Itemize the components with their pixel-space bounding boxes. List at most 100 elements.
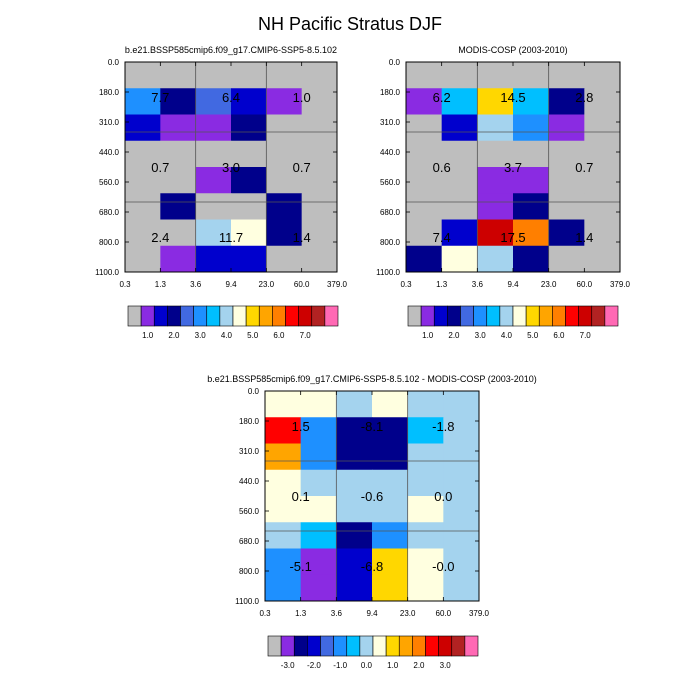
heatmap-cell bbox=[443, 574, 480, 602]
heatmap-cell bbox=[195, 114, 232, 142]
colorbar-label: -2.0 bbox=[307, 661, 321, 670]
heatmap-cell bbox=[584, 140, 621, 168]
x-tick-label: 3.6 bbox=[472, 280, 484, 289]
heatmap-cell bbox=[372, 391, 409, 418]
y-tick-label: 800.0 bbox=[99, 238, 120, 247]
heatmap-cell bbox=[513, 245, 550, 273]
colorbar-swatch bbox=[346, 635, 361, 657]
cell-value-label: 3.7 bbox=[504, 160, 522, 175]
colorbar-label: 6.0 bbox=[553, 331, 565, 340]
colorbar-label: 7.0 bbox=[300, 331, 312, 340]
heatmap-cell bbox=[407, 469, 444, 497]
heatmap-cell bbox=[300, 574, 337, 602]
colorbar-label: 3.0 bbox=[195, 331, 207, 340]
heatmap-cell bbox=[125, 62, 161, 89]
heatmap-cell bbox=[406, 245, 443, 273]
heatmap-cell bbox=[584, 167, 621, 194]
x-tick-label: 23.0 bbox=[400, 609, 416, 618]
heatmap-cell bbox=[301, 114, 338, 142]
x-tick-label: 60.0 bbox=[436, 609, 452, 618]
cell-value-label: -5.1 bbox=[289, 559, 311, 574]
heatmap-cell bbox=[336, 391, 373, 418]
heatmap-cell bbox=[477, 245, 514, 273]
y-tick-label: 310.0 bbox=[380, 118, 401, 127]
heatmap-cell bbox=[406, 114, 443, 142]
panel-model: b.e21.BSSP585cmip6.f09_g17.CMIP6-SSP5-8.… bbox=[95, 45, 347, 289]
heatmap-cell bbox=[160, 219, 197, 247]
heatmap-cell bbox=[407, 443, 444, 471]
colorbar-model: 1.0 2.0 3.0 4.0 5.0 6.0 7.0 bbox=[127, 305, 339, 340]
heatmap-cell bbox=[125, 114, 161, 142]
heatmap-cell bbox=[336, 417, 373, 444]
colorbar-label: -1.0 bbox=[333, 661, 347, 670]
heatmap-cell bbox=[125, 167, 161, 194]
colorbar-swatch bbox=[372, 635, 387, 657]
heatmap-cell bbox=[441, 219, 478, 247]
colorbar-swatch bbox=[307, 635, 321, 657]
heatmap-cell bbox=[266, 88, 303, 115]
x-tick-label: 3.6 bbox=[190, 280, 202, 289]
heatmap-cell bbox=[443, 417, 480, 444]
y-tick-label: 0.0 bbox=[389, 58, 401, 67]
colorbar-swatch bbox=[473, 305, 488, 327]
colorbar-swatch bbox=[525, 305, 540, 327]
y-tick-label: 560.0 bbox=[239, 507, 260, 516]
panel-diff: b.e21.BSSP585cmip6.f09_g17.CMIP6-SSP5-8.… bbox=[207, 374, 537, 618]
heatmap-cell bbox=[513, 140, 550, 168]
y-tick-label: 680.0 bbox=[380, 208, 401, 217]
heatmap-cell bbox=[584, 245, 621, 273]
heatmap-cell bbox=[125, 245, 161, 273]
y-tick-label: 180.0 bbox=[380, 88, 401, 97]
colorbar-swatch bbox=[280, 635, 295, 657]
heatmap-cell bbox=[406, 88, 443, 115]
x-tick-label: 1.3 bbox=[436, 280, 448, 289]
heatmap-cell bbox=[441, 62, 478, 89]
heatmap-cell bbox=[231, 62, 267, 89]
colorbar-label: 6.0 bbox=[273, 331, 285, 340]
heatmap-cell bbox=[407, 522, 444, 549]
colorbar-obs: 1.0 2.0 3.0 4.0 5.0 6.0 7.0 bbox=[407, 305, 619, 340]
colorbar-swatch bbox=[293, 635, 308, 657]
colorbar-swatch bbox=[499, 305, 514, 327]
colorbar-swatch bbox=[412, 635, 426, 657]
colorbar-label: -3.0 bbox=[281, 661, 295, 670]
colorbar-swatch bbox=[206, 305, 221, 327]
y-tick-label: 560.0 bbox=[99, 178, 120, 187]
colorbar-swatch bbox=[153, 305, 168, 327]
heatmap-cell bbox=[548, 88, 585, 115]
heatmap-cell bbox=[265, 469, 302, 497]
heatmap-cell bbox=[441, 167, 478, 194]
heatmap-cell bbox=[266, 245, 303, 273]
heatmap-cell bbox=[125, 193, 161, 220]
colorbar-label: 3.0 bbox=[475, 331, 487, 340]
colorbar-swatch bbox=[433, 305, 448, 327]
x-tick-label: 1.3 bbox=[155, 280, 167, 289]
heatmap-cell bbox=[195, 167, 232, 194]
colorbar-swatch bbox=[604, 305, 619, 327]
heatmap-cell bbox=[548, 167, 585, 194]
y-tick-label: 1100.0 bbox=[376, 268, 400, 277]
cell-value-label: -0.6 bbox=[361, 489, 383, 504]
heatmap-cell bbox=[336, 496, 373, 523]
heatmap-cell bbox=[265, 443, 302, 471]
heatmap-cell bbox=[336, 443, 373, 471]
heatmap-cell bbox=[301, 219, 338, 247]
heatmap-cell bbox=[160, 167, 197, 194]
heatmap-cell bbox=[513, 167, 550, 194]
colorbar-swatch bbox=[272, 305, 286, 327]
heatmap-cell bbox=[441, 114, 478, 142]
heatmap-cell bbox=[125, 219, 161, 247]
panel-title: MODIS-COSP (2003-2010) bbox=[458, 45, 567, 55]
heatmap-cell bbox=[301, 62, 338, 89]
heatmap-cell bbox=[231, 88, 267, 115]
colorbar-swatch bbox=[486, 305, 501, 327]
heatmap-cell bbox=[372, 496, 409, 523]
colorbar-swatch bbox=[140, 305, 155, 327]
heatmap-cell bbox=[441, 140, 478, 168]
y-tick-label: 680.0 bbox=[99, 208, 120, 217]
heatmap-cell bbox=[266, 167, 303, 194]
heatmap-cell bbox=[301, 140, 338, 168]
x-tick-label: 3.6 bbox=[331, 609, 343, 618]
heatmap-cell bbox=[301, 167, 338, 194]
